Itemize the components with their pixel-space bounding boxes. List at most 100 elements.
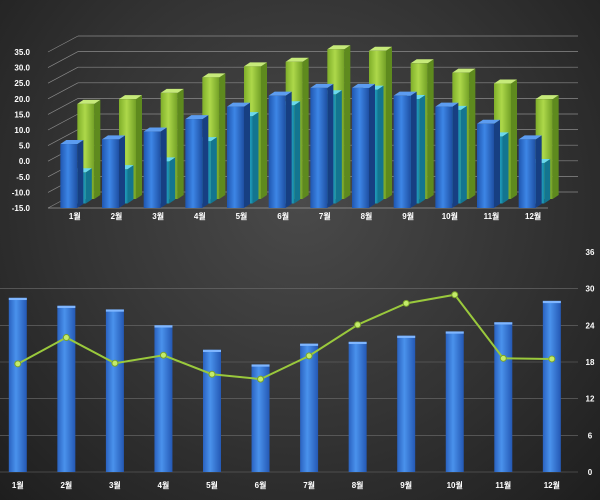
bar-side <box>327 83 334 208</box>
chart1-bars <box>60 45 559 208</box>
x-tick-label: 3월 <box>152 211 164 221</box>
bar-face <box>393 95 411 208</box>
bar-series1-5 <box>227 102 250 208</box>
bar-11 <box>494 322 513 472</box>
bar-top <box>518 135 542 140</box>
bar-side <box>369 83 375 208</box>
bar-top <box>410 59 434 64</box>
bar-series1-9 <box>393 91 417 208</box>
bar-series1-10 <box>435 102 459 208</box>
bar-series1-6 <box>268 91 292 208</box>
x-tick-label: 10월 <box>442 211 458 221</box>
gridline-diagonal <box>47 98 79 115</box>
bar-side <box>160 127 167 208</box>
x-tick-label: 11월 <box>495 480 511 490</box>
bar-series1-12 <box>518 135 542 208</box>
bar-face <box>435 106 453 208</box>
bar-top <box>369 46 392 51</box>
y-tick-label: -15.0 <box>12 204 31 213</box>
line-point-3 <box>111 359 119 367</box>
chart2-gridlines <box>0 288 578 473</box>
line-point-1 <box>14 360 22 368</box>
bar-top <box>185 115 209 120</box>
bar-face <box>8 297 27 472</box>
bar-top <box>352 83 375 88</box>
bar-cap <box>348 341 367 345</box>
bar-top <box>60 140 84 145</box>
bar-side <box>119 135 125 208</box>
bar-side <box>85 168 92 204</box>
bar-face <box>348 341 367 472</box>
x-tick-label: 7월 <box>319 211 331 221</box>
bar-face <box>542 300 561 472</box>
bar-face <box>445 331 464 472</box>
y-tick-label: 15.0 <box>14 110 30 119</box>
bar-side <box>544 158 551 204</box>
x-tick-label: 8월 <box>361 211 373 221</box>
bar-5 <box>203 349 221 472</box>
x-tick-label: 9월 <box>402 211 414 221</box>
bar-top <box>160 88 184 93</box>
line-point-9 <box>402 299 410 307</box>
x-tick-label: 1월 <box>12 480 24 490</box>
bar-series1-1 <box>60 140 84 208</box>
line-point-2 <box>62 334 70 342</box>
x-tick-label: 12월 <box>544 480 560 490</box>
bar-9 <box>397 335 416 472</box>
line-point-5 <box>208 370 216 378</box>
bar-top <box>102 135 125 140</box>
gridline-diagonal <box>47 129 79 146</box>
bar-face <box>310 87 328 208</box>
bar-12 <box>542 300 561 472</box>
bar-side <box>202 115 209 208</box>
bar-2 <box>57 305 76 472</box>
right-axis-tick-label: 18 <box>586 358 595 367</box>
bar-side <box>252 112 259 204</box>
bar-10 <box>445 331 464 472</box>
bar-series1-7 <box>310 83 334 208</box>
x-tick-label: 6월 <box>277 211 289 221</box>
y-tick-label: 0.0 <box>19 157 31 166</box>
bar-side <box>261 62 267 200</box>
x-tick-label: 9월 <box>400 480 412 490</box>
chart2-x-axis: 1월 2월 3월 4월 5월 6월 7월 8월 9월 10월 11월 12월 <box>12 480 560 490</box>
bar-series1-11 <box>477 119 500 208</box>
x-tick-label: 4월 <box>194 211 206 221</box>
bar-face <box>143 131 161 208</box>
bar-series1-4 <box>185 115 209 208</box>
bar-4 <box>154 325 173 472</box>
bar-side <box>427 59 434 199</box>
x-tick-label: 7월 <box>303 480 315 490</box>
bar-cap <box>445 331 464 334</box>
gridline-diagonal <box>47 35 79 53</box>
bar-side <box>502 132 509 204</box>
bar-side <box>452 102 459 208</box>
bar-face <box>518 139 536 208</box>
bar-side <box>219 73 226 199</box>
bar-side <box>552 95 559 199</box>
bar-face <box>494 322 513 472</box>
line-point-12 <box>548 355 556 363</box>
bar-cap <box>57 305 76 308</box>
line-point-4 <box>159 351 167 359</box>
x-tick-label: 4월 <box>158 480 170 490</box>
bar-top <box>435 102 459 107</box>
bar-side <box>94 99 101 199</box>
line-point-11 <box>499 354 507 362</box>
line-point-10 <box>451 291 459 299</box>
bar-face <box>105 309 124 472</box>
bar-top <box>268 91 292 96</box>
bar-top <box>477 119 500 124</box>
bar-side <box>377 85 384 204</box>
bar-side <box>136 95 142 199</box>
x-tick-label: 3월 <box>109 480 121 490</box>
chart2-bars <box>8 297 561 472</box>
x-tick-label: 6월 <box>255 480 267 490</box>
bar-top <box>77 99 101 104</box>
y-tick-label: 25.0 <box>14 79 30 88</box>
bar-side <box>344 45 351 199</box>
bar-1 <box>8 297 27 472</box>
y-tick-label: 35.0 <box>14 48 30 57</box>
y-tick-label: -10.0 <box>12 188 31 197</box>
bar-8 <box>348 341 367 472</box>
